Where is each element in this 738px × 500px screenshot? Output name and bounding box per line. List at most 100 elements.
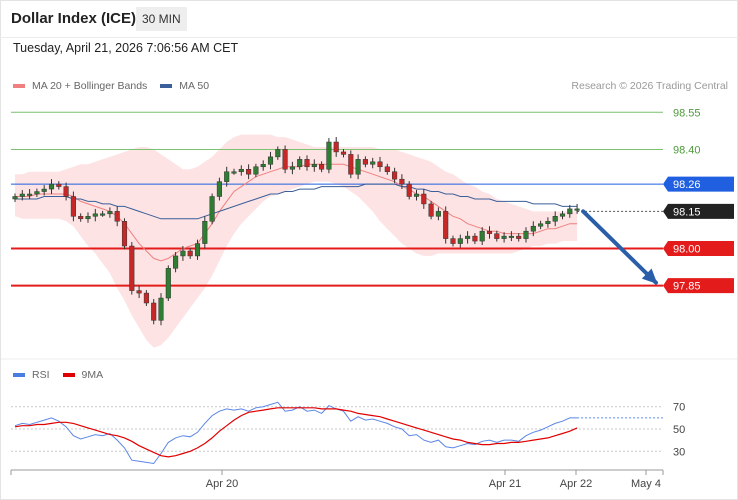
candle-body — [545, 221, 551, 224]
candle-body — [457, 238, 463, 244]
candle-body — [48, 183, 55, 190]
candle-body — [114, 211, 120, 222]
candle-body — [92, 213, 98, 217]
candle-body — [465, 235, 471, 239]
candle-body — [421, 193, 427, 205]
9ma-swatch — [62, 373, 75, 377]
rsi-tick-label-50: 50 — [673, 424, 685, 436]
timestamp: Tuesday, April 21, 2026 7:06:56 AM CET — [13, 41, 239, 55]
candle-body — [501, 235, 507, 239]
level-label-resistance: 98.55 — [673, 107, 701, 119]
candle-body — [27, 193, 33, 196]
candle-body — [450, 238, 456, 244]
rsi-tick-label-30: 30 — [673, 446, 685, 458]
candle-body — [85, 216, 91, 220]
legend-item-ma50: MA 50 — [160, 80, 209, 92]
candle-body — [472, 235, 478, 242]
candle-body — [136, 290, 142, 294]
candle-body — [392, 171, 398, 180]
candle-body — [559, 213, 566, 217]
candle-body — [355, 159, 361, 175]
candle-body — [78, 216, 84, 220]
candle-body — [100, 213, 106, 216]
candle-body — [267, 156, 274, 165]
candle-body — [41, 188, 47, 192]
candle-body — [275, 149, 281, 158]
candle-body — [187, 250, 193, 257]
candle-body — [326, 141, 332, 170]
candle-body — [413, 193, 420, 197]
candle-body — [479, 230, 485, 242]
candle-body — [340, 151, 347, 155]
ma50-swatch — [160, 84, 173, 88]
candle-body — [574, 208, 580, 211]
ma20-line — [15, 163, 578, 262]
candle-body — [121, 221, 128, 247]
candle-body — [143, 292, 149, 304]
candle-body — [370, 161, 376, 165]
candle-body — [202, 221, 208, 244]
candle-body — [333, 141, 339, 153]
candle-body — [180, 250, 186, 257]
candle-body — [289, 166, 295, 170]
rsi-legend: RSI 9MA — [13, 369, 116, 381]
candle-body — [304, 159, 310, 168]
candle-body — [246, 169, 252, 175]
candle-body — [443, 211, 449, 239]
projection-arrow-shaft — [581, 209, 658, 285]
ma20-swatch — [13, 84, 25, 88]
bollinger-band — [15, 134, 578, 348]
time-axis-label: Apr 21 — [489, 478, 521, 490]
candle-body — [12, 196, 18, 200]
candle-body — [19, 193, 25, 197]
candle-body — [216, 181, 222, 197]
candle-body — [173, 255, 179, 269]
candle-body — [260, 164, 266, 168]
candle-body — [428, 203, 434, 217]
ma50-line — [15, 183, 578, 220]
candle-body — [253, 166, 259, 175]
candle-body — [377, 161, 383, 168]
interval-badge[interactable]: 30 MIN — [136, 7, 187, 31]
legend-item-ma20: MA 20 + Bollinger Bands — [13, 80, 147, 92]
candle-body — [508, 235, 514, 238]
candle-body — [129, 245, 135, 291]
level-label-support: 98.00 — [673, 244, 701, 256]
candle-body — [158, 297, 164, 321]
candles-group — [12, 137, 580, 326]
level-label-current: 98.15 — [673, 206, 701, 218]
candle-body — [107, 211, 113, 215]
candle-body — [494, 233, 500, 239]
time-axis-label: Apr 20 — [206, 478, 238, 490]
projection-arrow-head — [641, 268, 658, 285]
rsi-swatch — [13, 373, 25, 377]
legend-item-9ma: 9MA — [62, 369, 104, 381]
candle-body — [311, 164, 317, 168]
candle-body — [319, 164, 325, 170]
chart-header: Dollar Index (ICE) 30 MIN — [0, 0, 738, 38]
candle-body — [530, 225, 536, 232]
candle-body — [567, 208, 573, 215]
candle-body — [384, 166, 390, 172]
legend-label-rsi: RSI — [32, 369, 50, 381]
main-legend: MA 20 + Bollinger Bands MA 50 — [13, 80, 222, 92]
level-tag-support — [663, 278, 734, 294]
candle-body — [70, 196, 76, 217]
legend-label-ma50: MA 50 — [179, 80, 210, 92]
candle-body — [297, 159, 303, 168]
level-label-pivot: 98.26 — [673, 179, 701, 191]
legend-label-9ma: 9MA — [81, 369, 104, 381]
candle-body — [34, 191, 40, 195]
candle-body — [194, 243, 201, 257]
candle-body — [238, 169, 244, 172]
copyright-text: Research © 2026 Trading Central — [571, 80, 728, 92]
level-tag-current — [663, 203, 734, 219]
candle-body — [362, 159, 368, 165]
candle-body — [348, 154, 354, 175]
candle-body — [538, 223, 544, 227]
legend-label-ma20: MA 20 + Bollinger Bands — [32, 80, 148, 92]
level-label-support: 97.85 — [673, 281, 701, 293]
candle-body — [486, 230, 493, 234]
candle-body — [399, 178, 405, 185]
